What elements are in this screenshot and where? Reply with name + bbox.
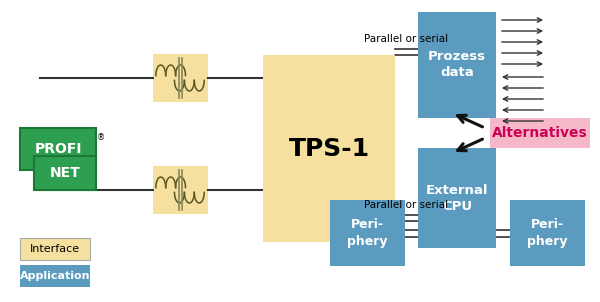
Text: Parallel or serial: Parallel or serial [364, 34, 449, 44]
Bar [330, 200, 405, 266]
Text: External
CPU: External CPU [426, 184, 488, 213]
Bar [263, 55, 395, 242]
Bar [490, 118, 590, 148]
FancyBboxPatch shape [34, 156, 96, 190]
Text: Parallel or serial: Parallel or serial [364, 200, 449, 210]
Text: Prozess
data: Prozess data [428, 50, 486, 79]
Text: Peri-
phery: Peri- phery [527, 219, 568, 248]
Bar [20, 265, 90, 287]
Bar [418, 148, 496, 248]
Text: TPS-1: TPS-1 [289, 137, 370, 160]
Bar [510, 200, 585, 266]
Text: Peri-
phery: Peri- phery [347, 219, 388, 248]
Text: Alternatives: Alternatives [492, 126, 588, 140]
Bar [20, 238, 90, 260]
Bar [152, 54, 208, 102]
FancyBboxPatch shape [20, 128, 96, 170]
Bar [152, 166, 208, 214]
Text: NET: NET [50, 166, 80, 180]
Text: Application: Application [20, 271, 90, 281]
Text: Interface: Interface [30, 244, 80, 254]
Text: PROFI: PROFI [34, 142, 82, 156]
Text: ®: ® [97, 133, 105, 142]
Bar [418, 12, 496, 118]
